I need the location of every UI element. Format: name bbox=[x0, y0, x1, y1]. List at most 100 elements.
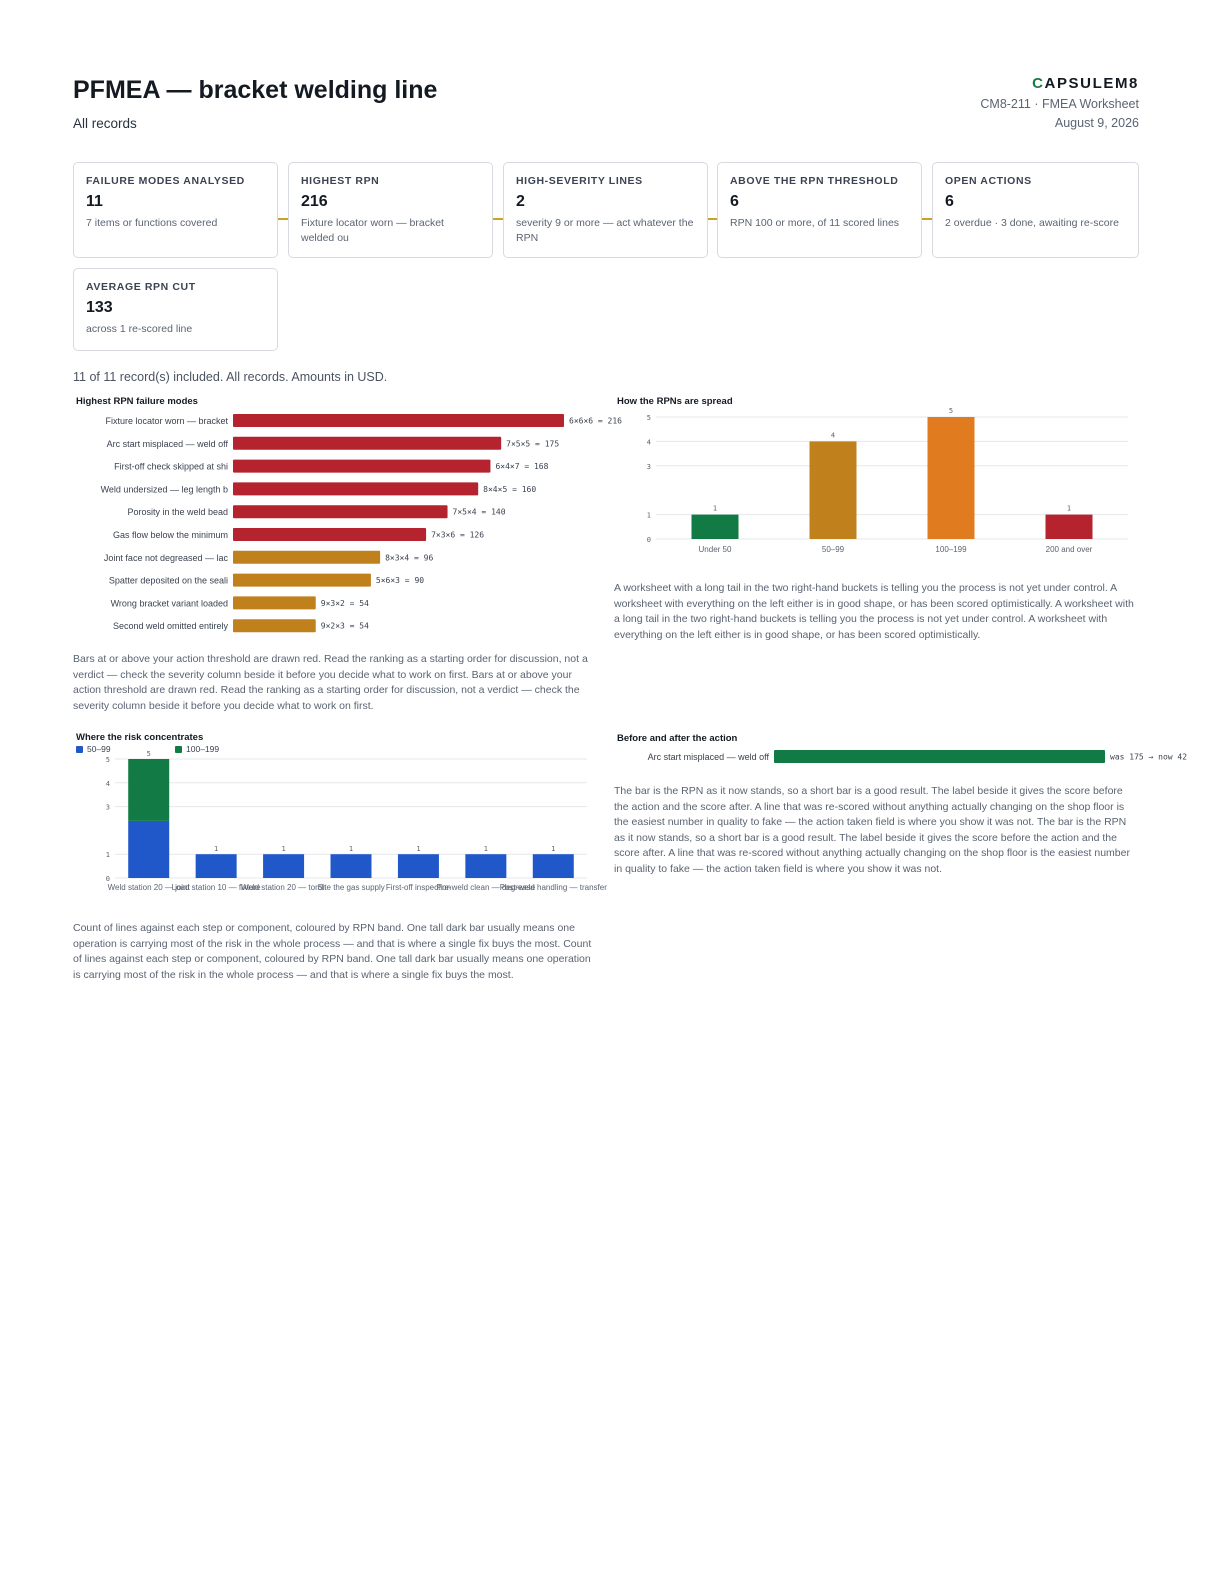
bar-value-label: 7×3×6 = 126 bbox=[431, 531, 484, 540]
bar-total-label: 5 bbox=[147, 750, 151, 758]
chart-note: Bars at or above your action threshold a… bbox=[73, 653, 588, 712]
kpi-note: 7 items or functions covered bbox=[86, 217, 218, 229]
bar-value-label: 5 bbox=[949, 407, 953, 415]
page-subtitle: All records bbox=[73, 116, 137, 131]
chart-note: Count of lines against each step or comp… bbox=[73, 922, 592, 981]
y-tick-label: 4 bbox=[647, 438, 651, 446]
kpi-note: severity 9 or more — act whatever the RP… bbox=[516, 217, 694, 244]
x-tick-label: Pre-weld clean — degrease bbox=[436, 883, 535, 892]
bar-value-label: 9×3×2 = 54 bbox=[321, 599, 369, 608]
bar-category-label: Second weld omitted entirely bbox=[113, 621, 229, 631]
bar-category-label: Porosity in the weld bead bbox=[127, 507, 228, 517]
rpn-bar bbox=[233, 573, 371, 587]
distribution-bar bbox=[927, 417, 975, 539]
y-tick-label: 3 bbox=[647, 463, 651, 471]
legend-item: 100–199 bbox=[175, 744, 219, 754]
bar-category-label: Spatter deposited on the seali bbox=[109, 576, 228, 586]
highest-rpn-chart: Fixture locator worn — bracket 6×6×6 = 21… bbox=[101, 414, 622, 633]
bar-category-label: Weld undersized — leg length b bbox=[101, 484, 228, 494]
stacked-bar-segment bbox=[128, 820, 170, 878]
kpi-label: Failure modes analysed bbox=[86, 175, 245, 187]
stacked-bar-segment bbox=[465, 854, 507, 878]
rpn-bar bbox=[233, 528, 427, 541]
distribution-bar bbox=[809, 441, 857, 539]
kpi-failure-modes: Failure modes analysed 11 7 items or fun… bbox=[73, 162, 278, 258]
kpi-value: 133 bbox=[86, 299, 113, 316]
kpi-high-severity: High-severity lines 2 severity 9 or more… bbox=[503, 162, 708, 258]
kpi-value: 11 bbox=[86, 193, 103, 210]
x-tick-label: 50–99 bbox=[822, 545, 845, 554]
rpn-spread-chart: 0 1 3 4 5 1 Under 50 4 50–99 5 100–199 1 200 and ove… bbox=[647, 407, 1128, 554]
bar-category-label: Arc start misplaced — weld off bbox=[107, 439, 229, 449]
kpi-value: 6 bbox=[945, 193, 954, 210]
chart-legend: 50–99 100–199 bbox=[76, 744, 219, 754]
panel-rpn-spread: How the RPNs are spread 0 1 3 4 5 1 Under 50 4 5… bbox=[614, 396, 1139, 656]
bar-value-label: 9×2×3 = 54 bbox=[321, 622, 369, 631]
kpi-value: 216 bbox=[301, 193, 328, 210]
chart-note: The bar is the RPN as it now stands, so … bbox=[614, 785, 1130, 875]
panel-before-after: Before and after the action Arc start mi… bbox=[614, 733, 1187, 893]
legend-label: 100–199 bbox=[186, 744, 220, 754]
x-tick-label: Load station 10 — fixture bbox=[172, 883, 261, 892]
x-tick-label: Weld station 20 — joint bbox=[108, 883, 191, 892]
distribution-bar bbox=[691, 514, 739, 539]
bar-total-label: 1 bbox=[214, 845, 218, 853]
y-tick-label: 0 bbox=[647, 536, 651, 544]
kpi-open-actions: Open actions 6 2 overdue · 3 done, await… bbox=[932, 162, 1139, 258]
y-tick-label: 3 bbox=[106, 804, 110, 812]
chart-title: How the RPNs are spread bbox=[617, 396, 733, 407]
panel-risk-concentration: Where the risk concentrates 50–99 100–19… bbox=[73, 732, 607, 992]
kpi-label: High-severity lines bbox=[516, 175, 643, 187]
stacked-bar-segment bbox=[330, 854, 372, 878]
bar-category-label: First-off check skipped at shi bbox=[114, 462, 228, 472]
bar-value-label: 4 bbox=[831, 431, 835, 439]
stacked-bar-segment bbox=[195, 854, 237, 878]
bar-value-label: 8×4×5 = 160 bbox=[483, 485, 536, 494]
bar-total-label: 1 bbox=[484, 845, 488, 853]
bar-value-label: 7×5×4 = 140 bbox=[453, 508, 506, 517]
rpn-bar bbox=[233, 436, 502, 450]
y-tick-label: 0 bbox=[106, 875, 110, 883]
bar-total-label: 1 bbox=[349, 845, 353, 853]
document-date: August 9, 2026 bbox=[1054, 116, 1139, 130]
bar-category-label: Wrong bracket variant loaded bbox=[111, 598, 228, 608]
rpn-bar bbox=[233, 619, 316, 633]
panel-highest-rpn: Highest RPN failure modes Fixture locato… bbox=[73, 396, 622, 726]
brand-logo: CAPSULEM8 bbox=[1032, 75, 1139, 92]
stacked-bar-segment bbox=[532, 854, 574, 878]
chart-title: Before and after the action bbox=[617, 733, 738, 744]
bar-total-label: 1 bbox=[551, 845, 555, 853]
current-rpn-bar bbox=[774, 750, 1105, 763]
page-title: PFMEA — bracket welding line bbox=[73, 76, 438, 104]
kpi-label: Open actions bbox=[945, 175, 1032, 187]
x-tick-label: Site the gas supply bbox=[317, 883, 385, 892]
x-tick-label: Weld station 20 — torch bbox=[241, 883, 326, 892]
rpn-bar bbox=[233, 596, 316, 610]
bar-value-label: 1 bbox=[713, 505, 717, 513]
bar-value-label: 6×4×7 = 168 bbox=[495, 462, 548, 471]
document-id: CM8-211 · FMEA Worksheet bbox=[980, 97, 1139, 111]
bar-value-label: 7×5×5 = 175 bbox=[506, 439, 559, 448]
brand-name: APSULEM8 bbox=[1044, 75, 1139, 92]
bar-value-label: 6×6×6 = 216 bbox=[569, 417, 622, 426]
before-after-chart: Arc start misplaced — weld off was 175 → … bbox=[648, 750, 1187, 763]
chart-title: Where the risk concentrates bbox=[76, 732, 204, 743]
x-tick-label: 100–199 bbox=[935, 545, 967, 554]
kpi-note: 2 overdue · 3 done, awaiting re-score bbox=[945, 217, 1119, 229]
legend-swatch bbox=[76, 746, 83, 753]
kpi-value: 2 bbox=[516, 193, 525, 210]
x-tick-label: 200 and over bbox=[1046, 545, 1093, 554]
kpi-note: RPN 100 or more, of 11 scored lines bbox=[730, 217, 900, 229]
x-tick-label: Under 50 bbox=[699, 545, 732, 554]
x-tick-label: First-off inspection bbox=[386, 883, 451, 892]
rpn-bar bbox=[233, 550, 381, 564]
stacked-bar-segment bbox=[263, 854, 305, 878]
y-tick-label: 5 bbox=[106, 756, 110, 764]
report-header: PFMEA — bracket welding line All records… bbox=[73, 74, 1139, 220]
legend-swatch bbox=[175, 746, 183, 753]
kpi-note: across 1 re-scored line bbox=[86, 323, 193, 335]
brand-mark: C bbox=[1032, 75, 1045, 92]
kpi-average-rpn-cut: Average RPN cut 133 across 1 re-scored l… bbox=[73, 268, 278, 351]
stacked-bar-segment bbox=[397, 854, 439, 878]
y-tick-label: 4 bbox=[106, 780, 110, 788]
